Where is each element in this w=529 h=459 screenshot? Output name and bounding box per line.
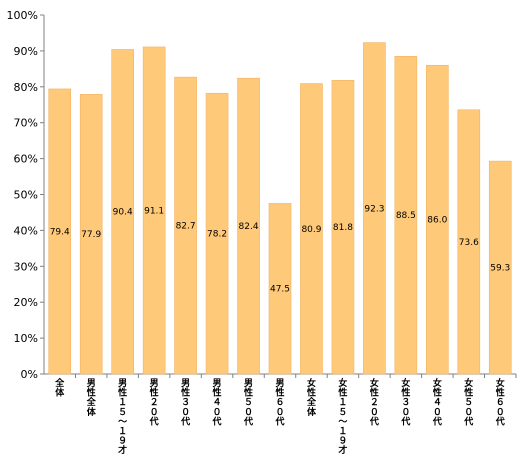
y-tick-label: 0% <box>21 368 38 381</box>
value-label: 73.6 <box>459 238 479 248</box>
y-tick-label: 80% <box>14 81 38 94</box>
value-label: 59.3 <box>490 264 510 274</box>
value-label: 82.4 <box>239 222 259 232</box>
y-tick-label: 20% <box>14 296 38 309</box>
category-label: 男性４０代 <box>212 378 222 427</box>
category-label: 女性３０代 <box>400 377 410 427</box>
category-label: 女性６０代 <box>495 377 505 427</box>
value-label: 92.3 <box>364 204 384 214</box>
bar <box>205 92 229 375</box>
category-label: 女性５０代 <box>463 377 473 427</box>
bar <box>300 83 323 375</box>
category-label: 男性２０代 <box>149 378 159 427</box>
bar <box>426 64 449 375</box>
value-label: 78.2 <box>207 230 227 240</box>
value-label: 80.9 <box>301 225 321 235</box>
value-label: 79.4 <box>50 227 70 237</box>
y-tick-label: 40% <box>14 224 38 237</box>
value-label: 82.7 <box>176 222 196 232</box>
category-label: 男性３０代 <box>180 378 190 427</box>
y-tick-label: 50% <box>14 189 38 202</box>
bar <box>457 109 481 375</box>
category-label: 全体 <box>54 377 65 399</box>
bar <box>268 203 292 375</box>
value-label: 81.8 <box>333 223 353 233</box>
category-label: 女性全体 <box>306 377 317 418</box>
bar <box>394 55 418 375</box>
bar <box>363 42 386 375</box>
y-tick-label: 100% <box>7 9 38 22</box>
category-label: 女性４０代 <box>432 377 442 427</box>
value-label: 77.9 <box>81 230 101 240</box>
bar <box>142 46 166 375</box>
bar <box>331 80 355 375</box>
bar <box>174 76 197 375</box>
bar <box>488 160 512 375</box>
category-label: 女性１５～１９才 <box>338 377 347 456</box>
category-label: 男性５０代 <box>243 378 253 427</box>
value-label: 90.4 <box>113 208 133 218</box>
value-label: 91.1 <box>144 206 164 216</box>
category-label: 男性全体 <box>86 378 97 418</box>
bar <box>111 49 134 375</box>
category-label: 男性６０代 <box>274 378 284 427</box>
y-tick-label: 70% <box>14 117 38 130</box>
bar <box>237 77 260 375</box>
bar <box>79 94 103 375</box>
category-label: 女性２０代 <box>369 377 379 427</box>
y-tick-label: 90% <box>14 45 38 58</box>
value-label: 47.5 <box>270 285 290 295</box>
category-label: 男性１５～１９才 <box>118 378 127 456</box>
y-tick-label: 10% <box>14 332 38 345</box>
value-label: 88.5 <box>396 211 416 221</box>
y-tick-label: 60% <box>14 153 38 166</box>
y-tick-label: 30% <box>14 260 38 273</box>
value-label: 86.0 <box>427 216 447 226</box>
bar <box>48 88 72 375</box>
